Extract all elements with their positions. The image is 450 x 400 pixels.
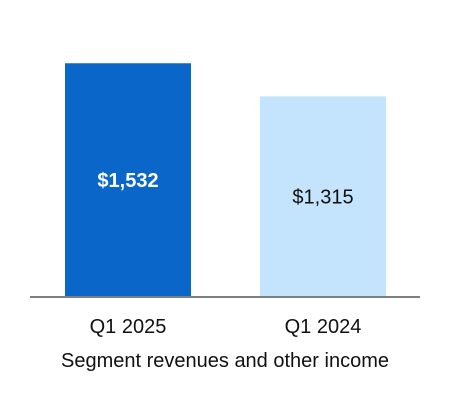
tick-labels-group: Q1 2025 Q1 2024 — [90, 316, 362, 338]
x-tick-label: Q1 2024 — [285, 316, 362, 338]
x-tick-label: Q1 2025 — [90, 316, 167, 338]
value-labels-group: $1,532 $1,315 — [97, 170, 353, 209]
x-axis-title: Segment revenues and other income — [61, 350, 389, 372]
bar-q1-2025 — [65, 63, 191, 297]
value-label: $1,315 — [292, 187, 353, 209]
value-label: $1,532 — [97, 170, 158, 192]
bar-q1-2024 — [260, 96, 386, 298]
bars-group — [65, 63, 386, 298]
